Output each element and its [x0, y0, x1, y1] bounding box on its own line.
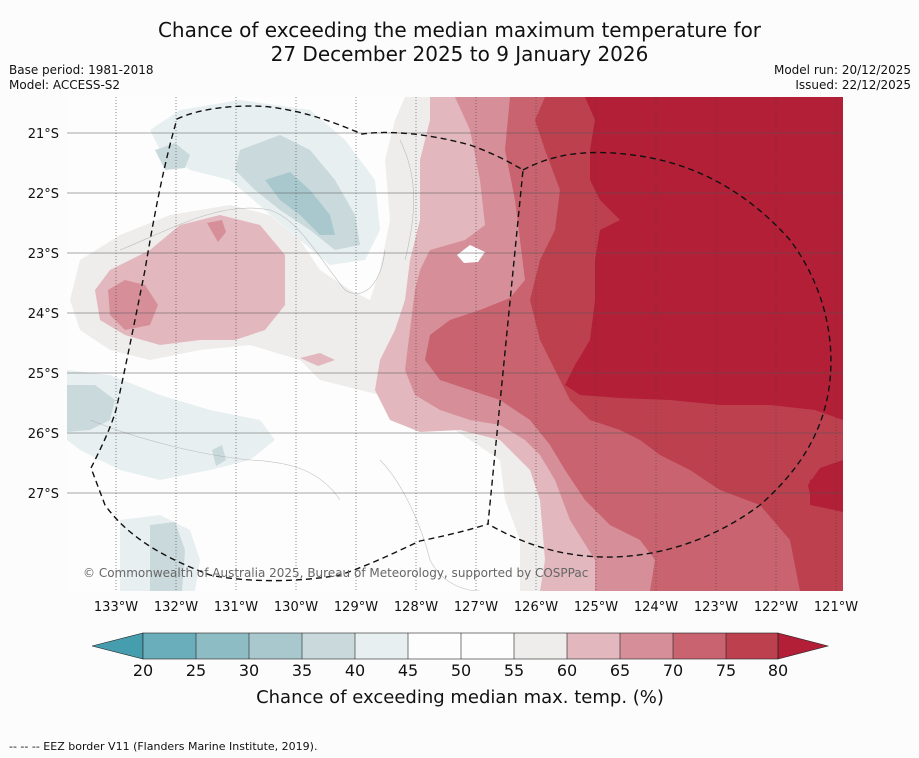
colorbar-swatch — [514, 633, 567, 659]
lon-label: 129°W — [334, 600, 378, 615]
colorbar-tick: 60 — [557, 661, 577, 680]
contour-line — [379, 459, 481, 591]
title-line-2: 27 December 2025 to 9 January 2026 — [270, 42, 649, 66]
colorbar-swatch — [620, 633, 673, 659]
meta-left: Base period: 1981-2018 Model: ACCESS-S2 — [9, 63, 154, 93]
colorbar-tick: 80 — [768, 661, 788, 680]
colorbar-label: Chance of exceeding median max. temp. (%… — [256, 687, 664, 708]
base-period-text: Base period: 1981-2018 — [9, 63, 154, 77]
meta-right: Model run: 20/12/2025 Issued: 22/12/2025 — [774, 63, 911, 93]
colorbar-swatch — [302, 633, 355, 659]
colorbar-swatch — [249, 633, 302, 659]
band-65-70-west — [108, 280, 158, 330]
band-35-40-spot — [212, 445, 226, 466]
colorbar-swatch — [196, 633, 249, 659]
colorbar-swatch — [726, 633, 778, 659]
lon-label: 131°W — [214, 600, 258, 615]
parallels — [67, 132, 843, 494]
lat-label: 22°S — [28, 187, 59, 202]
contour-line — [399, 139, 415, 261]
lat-label: 25°S — [28, 367, 59, 382]
lat-label: 23°S — [28, 247, 59, 262]
band-35-40-south — [150, 522, 185, 591]
colorbar-swatch — [143, 633, 196, 659]
colorbar: 20 25 30 35 40 45 50 55 60 65 70 75 80 C… — [91, 632, 830, 708]
colorbar-tick: 25 — [186, 661, 206, 680]
band-35-40-nw — [155, 143, 190, 170]
lon-label: 128°W — [394, 600, 438, 615]
lon-label: 127°W — [454, 600, 498, 615]
contour-field — [67, 97, 843, 591]
band-80-plus — [565, 97, 843, 510]
eez-legend-text: -- -- -- EEZ border V11 (Flanders Marine… — [9, 740, 318, 753]
copyright-text: © Commonwealth of Australia 2025, Bureau… — [83, 566, 588, 580]
lon-label: 121°W — [814, 600, 858, 615]
colorbar-tick: 20 — [133, 661, 153, 680]
lon-label: 126°W — [514, 600, 558, 615]
band-45-55-hole — [457, 245, 485, 263]
colorbar-swatch — [461, 633, 514, 659]
colorbar-swatch — [673, 633, 726, 659]
lon-label: 130°W — [274, 600, 318, 615]
eez-border-east — [487, 151, 832, 558]
colorbar-tick: 35 — [292, 661, 312, 680]
model-run-text: Model run: 20/12/2025 — [773, 63, 911, 77]
lon-label: 132°W — [154, 600, 198, 615]
lat-labels: 21°S 22°S 23°S 24°S 25°S 26°S 27°S — [28, 127, 59, 502]
colorbar-tick: 55 — [504, 661, 524, 680]
colorbar-tick: 75 — [716, 661, 736, 680]
lon-label: 125°W — [574, 600, 618, 615]
colorbar-tick: 30 — [239, 661, 259, 680]
band-65-70-spot — [207, 220, 226, 242]
colorbar-swatch — [408, 633, 461, 659]
graticule — [115, 97, 837, 591]
colorbar-swatch — [567, 633, 620, 659]
band-80-plus-east — [808, 460, 843, 512]
band-60-65-spot — [300, 353, 335, 366]
colorbar-tick: 40 — [345, 661, 365, 680]
colorbar-high-arrow — [777, 632, 830, 660]
colorbar-tick: 70 — [663, 661, 683, 680]
colorbar-tick: 65 — [610, 661, 630, 680]
chart-title: Chance of exceeding the median maximum t… — [0, 18, 919, 66]
colorbar-outline — [142, 632, 779, 660]
band-30-35-north — [265, 172, 335, 235]
colorbar-tick: 50 — [451, 661, 471, 680]
lon-labels: 133°W 132°W 131°W 130°W 129°W 128°W 127°… — [94, 600, 858, 615]
lat-label: 27°S — [28, 487, 59, 502]
colorbar-swatch — [355, 633, 408, 659]
lon-label: 133°W — [94, 600, 138, 615]
lon-label: 124°W — [634, 600, 678, 615]
contour-line — [89, 419, 341, 501]
lat-label: 24°S — [28, 307, 59, 322]
title-line-1: Chance of exceeding the median maximum t… — [157, 18, 762, 42]
band-35-40-sw — [67, 385, 115, 432]
lon-label: 123°W — [694, 600, 738, 615]
eez-border-pitcairn — [90, 105, 524, 582]
colorbar-low-arrow — [91, 632, 144, 660]
colorbar-dividers — [195, 633, 727, 659]
lat-label: 21°S — [28, 127, 59, 142]
issued-text: Issued: 22/12/2025 — [795, 78, 911, 92]
colorbar-tick: 45 — [398, 661, 418, 680]
lat-label: 26°S — [28, 427, 59, 442]
lon-label: 122°W — [754, 600, 798, 615]
colorbar-ticks: 20 25 30 35 40 45 50 55 60 65 70 75 80 — [133, 661, 788, 680]
model-text: Model: ACCESS-S2 — [9, 78, 121, 92]
